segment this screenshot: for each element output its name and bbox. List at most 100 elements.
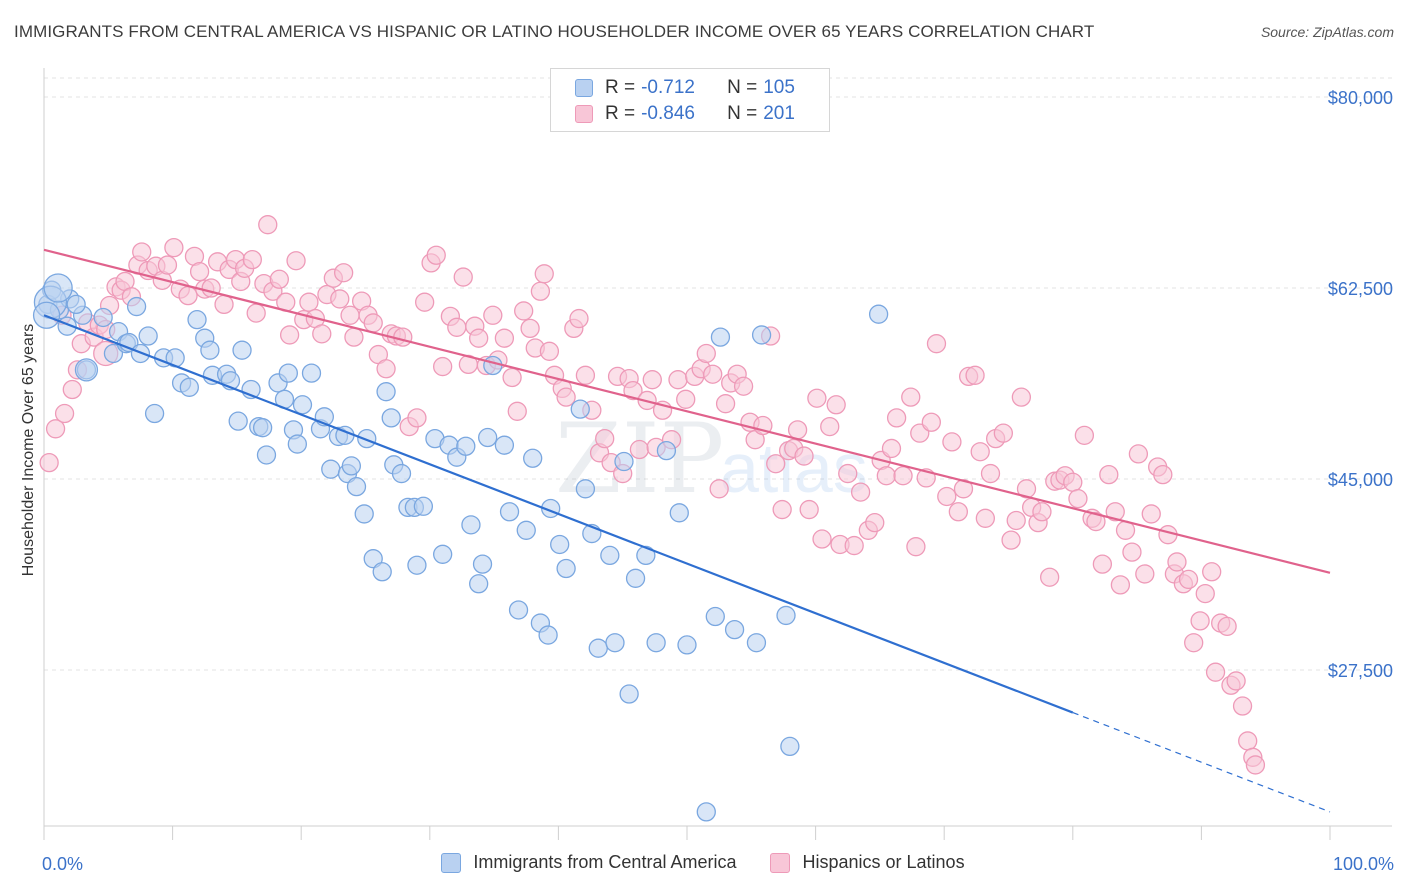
central-america-point	[232, 340, 252, 360]
hispanics-point	[312, 324, 332, 344]
central-america-point	[516, 520, 536, 540]
hispanics-point	[794, 446, 814, 466]
hispanics-point	[286, 251, 306, 271]
hispanics-point	[258, 215, 278, 235]
central-america-point	[636, 545, 656, 566]
central-america-point	[494, 435, 515, 455]
central-america-point	[407, 555, 427, 575]
central-america-point	[780, 736, 800, 757]
hispanics-point	[189, 261, 210, 282]
central-america-point	[341, 456, 362, 476]
hispanics-point	[54, 403, 75, 424]
hispanics-point	[881, 438, 902, 459]
hispanics-point	[502, 367, 522, 388]
chart-title: IMMIGRANTS FROM CENTRAL AMERICA VS HISPA…	[14, 22, 1095, 41]
hispanics-point	[1128, 444, 1149, 464]
y-tick-label: $27,500	[1328, 661, 1393, 681]
hispanics-point	[1122, 542, 1142, 562]
central-america-point	[508, 600, 529, 620]
hispanics-point	[1063, 472, 1083, 492]
central-america-point	[144, 403, 165, 424]
central-america-point	[391, 463, 412, 484]
hispanics-point	[363, 313, 383, 333]
central-america-point	[751, 325, 772, 345]
hispanics-point	[483, 305, 503, 325]
central-america-point	[625, 568, 646, 588]
series-central-america-points	[32, 273, 889, 822]
hispanics-point	[376, 359, 396, 379]
hispanics-point	[1032, 502, 1052, 522]
central-america-point	[669, 503, 689, 523]
hispanics-point	[937, 486, 957, 507]
hispanics-point	[1110, 575, 1131, 595]
central-america-point	[677, 635, 697, 655]
central-america-point	[776, 605, 796, 626]
hispanics-point	[407, 408, 427, 428]
hispanics-point	[595, 428, 615, 449]
legend-n-label: N =	[727, 77, 758, 98]
central-america-point	[363, 549, 383, 569]
hispanics-point	[279, 325, 300, 345]
hispanics-point	[1232, 696, 1253, 716]
trend-line-central-america	[43, 314, 1074, 714]
central-america-point	[472, 554, 493, 574]
hispanics-point	[787, 420, 808, 440]
hispanics-point	[850, 482, 871, 502]
hispanics-point	[1195, 583, 1215, 604]
hispanics-point	[299, 292, 319, 312]
hispanics-point	[921, 412, 941, 432]
series-legend: Immigrants from Central America Hispanic…	[0, 852, 1406, 873]
central-america-point	[868, 304, 889, 324]
hispanics-point	[844, 535, 864, 556]
y-axis-title: Householder Income Over 65 years	[20, 324, 37, 577]
hispanics-point	[980, 463, 1001, 484]
legend-r-label: R =	[605, 77, 636, 98]
hispanics-point	[575, 365, 596, 385]
hispanics-point	[1202, 562, 1222, 582]
hispanics-point	[520, 318, 540, 339]
hispanics-point	[164, 237, 184, 258]
hispanics-point	[715, 394, 736, 414]
central-america-point	[256, 445, 277, 465]
central-america-point	[287, 434, 307, 454]
y-tick-label: $80,000	[1328, 88, 1393, 108]
central-america-point	[228, 411, 248, 431]
central-america-point	[746, 633, 767, 653]
hispanics-point	[269, 269, 289, 289]
hispanics-point	[926, 334, 947, 354]
hispanics-point	[766, 454, 786, 474]
central-america-point	[93, 307, 113, 328]
hispanics-point	[820, 416, 840, 437]
hispanics-point	[1074, 425, 1095, 445]
x-tick-label-min: 0.0%	[42, 854, 83, 874]
y-tick-label: $62,500	[1328, 279, 1393, 299]
hispanics-point	[45, 419, 66, 439]
hispanics-point	[426, 245, 446, 265]
hispanics-point	[623, 380, 643, 401]
central-america-point	[381, 408, 401, 428]
hispanics-point	[1105, 502, 1125, 522]
hispanics-point	[948, 502, 968, 522]
central-america-point	[346, 476, 367, 497]
hispanics-point	[556, 387, 576, 407]
central-america-point	[376, 382, 396, 402]
hispanics-point	[772, 499, 792, 520]
hispanics-point	[893, 466, 913, 486]
central-america-point	[200, 340, 220, 360]
hispanics-point	[1190, 611, 1210, 631]
hispanics-point	[1006, 510, 1026, 531]
hispanics-point	[965, 365, 985, 385]
hispanics-point	[1011, 387, 1032, 407]
hispanics-point	[39, 452, 59, 473]
hispanics-point	[530, 281, 551, 301]
central-america-point	[724, 619, 745, 640]
hispanics-point	[1092, 554, 1113, 574]
central-america-point	[646, 633, 666, 653]
hispanics-point	[1086, 511, 1106, 532]
hispanics-point	[1178, 569, 1199, 590]
central-america-point	[614, 451, 634, 472]
central-america-point	[556, 558, 576, 579]
hispanics-point	[629, 439, 650, 460]
x-tick-label-max: 100.0%	[1333, 854, 1394, 874]
hispanics-point	[157, 255, 178, 275]
